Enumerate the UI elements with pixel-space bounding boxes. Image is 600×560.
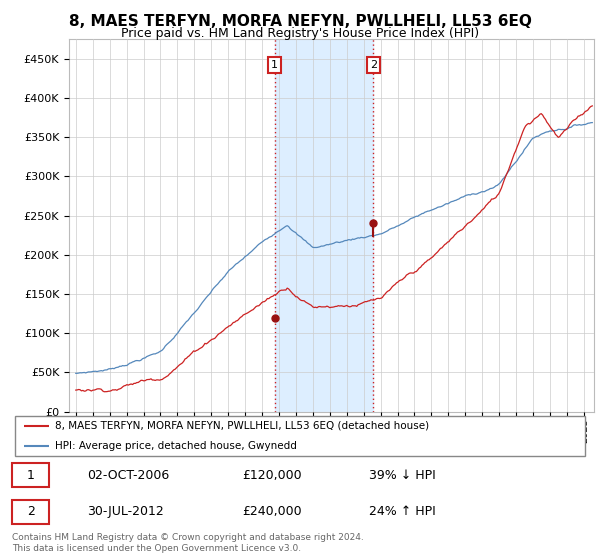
Text: £120,000: £120,000: [242, 469, 302, 482]
Text: 8, MAES TERFYN, MORFA NEFYN, PWLLHELI, LL53 6EQ (detached house): 8, MAES TERFYN, MORFA NEFYN, PWLLHELI, L…: [55, 421, 430, 431]
Bar: [575, 39, 594, 412]
Bar: [275, 39, 373, 412]
Text: £240,000: £240,000: [242, 505, 302, 518]
FancyBboxPatch shape: [12, 464, 49, 487]
FancyBboxPatch shape: [12, 500, 49, 524]
Text: 30-JUL-2012: 30-JUL-2012: [87, 505, 164, 518]
FancyBboxPatch shape: [15, 416, 585, 456]
Text: 2: 2: [370, 60, 377, 70]
Text: 24% ↑ HPI: 24% ↑ HPI: [369, 505, 436, 518]
Text: 1: 1: [27, 469, 35, 482]
Text: HPI: Average price, detached house, Gwynedd: HPI: Average price, detached house, Gwyn…: [55, 441, 297, 451]
Text: 2: 2: [27, 505, 35, 518]
Text: 8, MAES TERFYN, MORFA NEFYN, PWLLHELI, LL53 6EQ: 8, MAES TERFYN, MORFA NEFYN, PWLLHELI, L…: [68, 14, 532, 29]
Text: 1: 1: [271, 60, 278, 70]
Text: 39% ↓ HPI: 39% ↓ HPI: [369, 469, 436, 482]
Text: 02-OCT-2006: 02-OCT-2006: [87, 469, 169, 482]
Text: Contains HM Land Registry data © Crown copyright and database right 2024.
This d: Contains HM Land Registry data © Crown c…: [12, 533, 364, 553]
Text: Price paid vs. HM Land Registry's House Price Index (HPI): Price paid vs. HM Land Registry's House …: [121, 27, 479, 40]
